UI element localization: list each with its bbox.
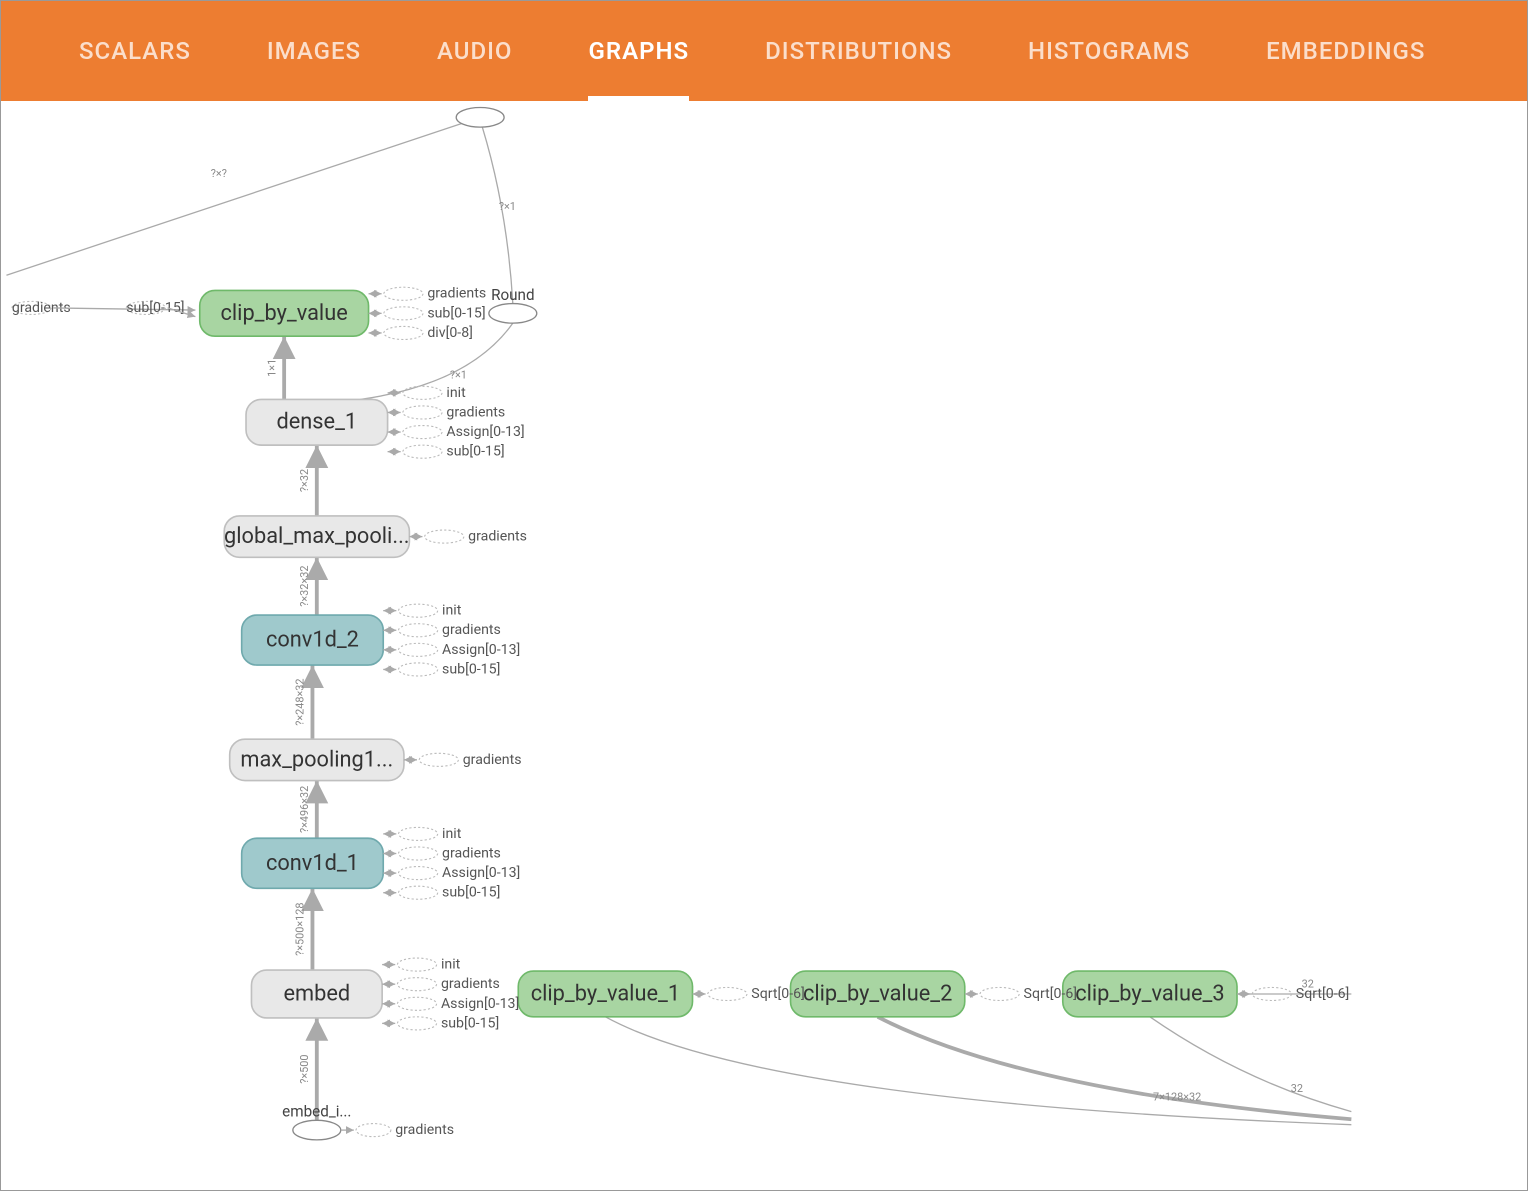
tab-distributions[interactable]: DISTRIBUTIONS (727, 1, 990, 101)
svg-text:embed_i...: embed_i... (282, 1103, 351, 1121)
header-tabs: SCALARSIMAGESAUDIOGRAPHSDISTRIBUTIONSHIS… (1, 1, 1527, 101)
small-node-embed_input[interactable]: embed_i... (282, 1103, 351, 1140)
aux-embed-3: sub[0-15] (441, 1015, 499, 1031)
aux-clip_by_value_1-0: Sqrt[0-6] (751, 986, 805, 1002)
aux-dense_1-2: Assign[0-13] (446, 424, 524, 440)
tab-graphs[interactable]: GRAPHS (550, 1, 727, 101)
svg-text:sub[0-15]: sub[0-15] (126, 300, 184, 316)
aux-conv1d_1-3: sub[0-15] (442, 885, 500, 901)
aux-conv1d_2-3: sub[0-15] (442, 661, 500, 677)
svg-text:?×32: ?×32 (298, 469, 311, 492)
svg-text:?×500×128: ?×500×128 (294, 902, 307, 955)
aux-dense_1-1: gradients (446, 404, 505, 420)
aux-embed-1: gradients (441, 976, 500, 992)
svg-text:embed: embed (283, 981, 350, 1006)
aux-conv1d_1-1: gradients (442, 845, 501, 861)
svg-text:conv1d_1: conv1d_1 (266, 851, 359, 876)
svg-text:?×1: ?×1 (499, 200, 516, 213)
svg-text:conv1d_2: conv1d_2 (266, 628, 359, 653)
aux-clip_by_value_3-0: Sqrt[0-6] (1296, 986, 1350, 1002)
svg-text:1×1: 1×1 (265, 359, 278, 377)
aux-clip_by_value_2-0: Sqrt[0-6] (1024, 986, 1078, 1002)
svg-text:gradients: gradients (395, 1122, 454, 1138)
node-clip_by_value_3[interactable]: clip_by_value_3 (1063, 971, 1237, 1017)
svg-text:clip_by_value_3: clip_by_value_3 (1075, 981, 1224, 1006)
node-conv1d_2[interactable]: conv1d_2 (242, 615, 384, 665)
svg-text:dense_1: dense_1 (276, 410, 357, 435)
small-node-top_anchor[interactable] (456, 108, 504, 128)
svg-text:clip_by_value_1: clip_by_value_1 (531, 981, 680, 1006)
node-conv1d_1[interactable]: conv1d_1 (242, 838, 384, 888)
svg-text:clip_by_value_2: clip_by_value_2 (803, 981, 952, 1006)
aux-clip_by_value-1: sub[0-15] (427, 305, 485, 321)
tab-embeddings[interactable]: EMBEDDINGS (1228, 1, 1463, 101)
graph-canvas[interactable]: 1×1 ?×32 ?×32×32 ?×248×32 ?×496×32 ?×500×128?… (1, 101, 1527, 1190)
aux-conv1d_2-2: Assign[0-13] (442, 642, 520, 658)
node-global_max_pool[interactable]: global_max_pooli... (224, 516, 409, 557)
aux-conv1d_1-0: init (442, 826, 462, 842)
small-node-round[interactable]: Round (489, 286, 537, 323)
aux-conv1d_2-0: init (442, 603, 462, 619)
node-embed[interactable]: embed (251, 970, 382, 1018)
svg-text:Round: Round (491, 286, 534, 304)
tab-images[interactable]: IMAGES (229, 1, 399, 101)
aux-embed-2: Assign[0-13] (441, 996, 519, 1012)
tab-scalars[interactable]: SCALARS (41, 1, 229, 101)
edge-cbv2_down (878, 1017, 1352, 1119)
svg-text:clip_by_value: clip_by_value (220, 301, 347, 326)
svg-text:global_max_pooli...: global_max_pooli... (224, 524, 409, 549)
svg-text:32: 32 (1291, 1082, 1303, 1095)
svg-text:?×?: ?×? (211, 167, 227, 180)
aux-dense_1-0: init (446, 385, 466, 401)
svg-text:?×500: ?×500 (298, 1054, 311, 1083)
svg-text:?×1: ?×1 (450, 369, 467, 382)
aux-clip_by_value-2: div[0-8] (427, 325, 473, 341)
aux-conv1d_1-2: Assign[0-13] (442, 865, 520, 881)
svg-text:?×248×32: ?×248×32 (294, 678, 307, 725)
node-clip_by_value[interactable]: clip_by_value (200, 290, 369, 336)
aux-conv1d_2-1: gradients (442, 622, 501, 638)
aux-embed-0: init (441, 957, 461, 973)
tab-audio[interactable]: AUDIO (399, 1, 550, 101)
node-clip_by_value_2[interactable]: clip_by_value_2 (791, 971, 965, 1017)
svg-text:max_pooling1...: max_pooling1... (240, 747, 393, 772)
node-dense_1[interactable]: dense_1 (246, 399, 388, 445)
aux-clip_by_value-0: gradients (427, 286, 486, 302)
tab-histograms[interactable]: HISTOGRAMS (990, 1, 1228, 101)
edge-top_fan_left (6, 117, 480, 275)
node-max_pooling1[interactable]: max_pooling1... (230, 739, 404, 780)
svg-text:7×128×32: 7×128×32 (1153, 1091, 1201, 1104)
aux-global_max_pool-0: gradients (468, 529, 527, 545)
svg-text:?×496×32: ?×496×32 (298, 786, 311, 833)
node-clip_by_value_1[interactable]: clip_by_value_1 (518, 971, 692, 1017)
edge-round_to_top (482, 127, 512, 303)
svg-text:?×32×32: ?×32×32 (298, 566, 311, 607)
aux-dense_1-3: sub[0-15] (446, 444, 504, 460)
aux-max_pooling1-0: gradients (463, 752, 522, 768)
